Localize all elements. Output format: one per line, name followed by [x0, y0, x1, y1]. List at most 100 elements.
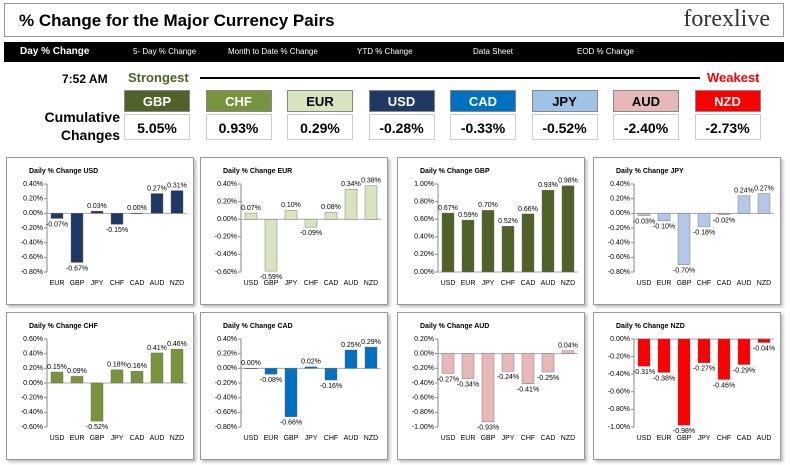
card-currency: USD [368, 90, 435, 112]
bar [481, 210, 495, 273]
y-tick-label: -0.80% [608, 406, 630, 413]
chart: Daily % Change EUR -0.60% -0.40% -0.20% 0.00… [215, 168, 381, 287]
data-label: 0.66% [518, 206, 538, 213]
y-tick-label: -0.20% [21, 225, 43, 232]
x-tick-label: GBP [264, 280, 279, 287]
card-change: -2.73% [694, 114, 761, 140]
x-tick-label: EUR [657, 280, 672, 287]
bar [541, 189, 555, 273]
x-tick-label: USD [637, 435, 652, 442]
data-label: 0.02% [301, 359, 321, 366]
data-label: -0.02% [713, 218, 735, 225]
bar [264, 368, 278, 375]
bar [90, 210, 104, 214]
x-tick-label: JPY [91, 280, 104, 287]
data-label: -0.27% [693, 366, 715, 373]
chart-title: Daily % Change USD [29, 168, 98, 175]
x-tick-label: CHF [697, 280, 711, 287]
x-tick-label: USD [244, 280, 259, 287]
bar [461, 353, 475, 379]
x-tick-label: EUR [50, 280, 65, 287]
chart: Daily % Change JPY -0.80% -0.60% -0.40% -0.2… [608, 168, 774, 287]
data-label: 0.31% [167, 182, 187, 189]
bar [170, 349, 184, 384]
bar [637, 338, 651, 367]
y-tick-label: 0.20% [23, 365, 43, 372]
bar [697, 338, 711, 363]
data-label: 0.46% [167, 341, 187, 348]
x-tick-label: USD [441, 280, 456, 287]
y-tick-label: -1.00% [412, 424, 434, 431]
data-label: 0.00% [127, 205, 147, 212]
bar [364, 185, 378, 220]
data-label: -0.46% [713, 382, 735, 389]
bar [657, 213, 671, 221]
y-tick-label: 1.00% [414, 181, 434, 188]
x-tick-label: AUD [150, 280, 165, 287]
tab[interactable]: 5- Day % Change [133, 47, 197, 56]
x-tick-label: CHF [110, 280, 124, 287]
x-tick-label: AUD [150, 435, 165, 442]
data-label: -0.18% [693, 229, 715, 236]
data-label: -0.10% [653, 224, 675, 231]
y-tick-label: 0.60% [414, 216, 434, 223]
chart-title: Daily % Change EUR [223, 168, 292, 175]
y-tick-label: -0.60% [21, 254, 43, 261]
logo[interactable]: forexlive [683, 6, 770, 32]
data-label: 0.27% [754, 185, 774, 192]
data-label: 0.38% [361, 178, 381, 185]
data-label: 0.41% [147, 345, 167, 352]
x-tick-label: CAD [737, 435, 752, 442]
data-label: -0.41% [517, 387, 539, 394]
data-label: 0.25% [341, 342, 361, 349]
x-tick-label: GBP [481, 435, 496, 442]
card-currency: CHF [205, 90, 272, 112]
bar [461, 219, 475, 273]
data-label: 0.07% [241, 205, 261, 212]
data-label: 0.70% [478, 202, 498, 209]
tab[interactable]: Month to Date % Change [228, 47, 318, 56]
chart: Daily % Change CAD -0.80% -0.60% -0.40% -0.2… [215, 323, 381, 442]
y-tick-label: -0.40% [608, 240, 630, 247]
y-tick-label: -0.80% [412, 409, 434, 416]
tab[interactable]: YTD % Change [357, 47, 413, 56]
chart: Daily % Change AUD -1.00% -0.80% -0.60% -0.4… [412, 323, 578, 442]
y-tick-label: 0.40% [23, 181, 43, 188]
data-label: 0.09% [67, 368, 87, 375]
bar [50, 371, 64, 384]
card-currency: CAD [450, 90, 516, 112]
x-tick-label: USD [244, 435, 259, 442]
x-tick-label: EUR [461, 280, 476, 287]
y-tick-label: 0.60% [23, 336, 43, 343]
data-label: -0.93% [477, 425, 499, 432]
data-label: -0.34% [457, 381, 479, 388]
bar [264, 219, 278, 272]
y-tick-label: -0.60% [21, 424, 43, 431]
bar [757, 193, 771, 214]
bar [677, 213, 691, 265]
chart-title: Daily % Change CAD [223, 323, 293, 330]
x-tick-label: GBP [284, 435, 299, 442]
data-label: -0.52% [86, 424, 108, 431]
data-label: -0.09% [300, 230, 322, 237]
bar [737, 195, 751, 214]
y-tick-label: 0.00% [217, 216, 237, 223]
data-label: -0.38% [653, 375, 675, 382]
y-tick-label: 0.00% [23, 380, 43, 387]
chart: Daily % Change USD -0.80% -0.60% -0.40% -0.2… [21, 168, 187, 287]
tab[interactable]: EOD % Change [577, 47, 634, 56]
chart-panel: Daily % Change NZD -1.00% -0.80% -0.60% -0.4… [593, 312, 781, 460]
chart-title: Daily % Change JPY [616, 168, 684, 175]
tab[interactable]: Data Sheet [473, 47, 514, 56]
tab[interactable]: Day % Change [20, 46, 90, 57]
y-tick-label: 0.20% [414, 251, 434, 258]
bar [90, 382, 104, 422]
y-tick-label: -0.40% [21, 240, 43, 247]
data-label: 0.15% [47, 364, 67, 371]
x-tick-label: JPY [698, 435, 711, 442]
data-label: 0.29% [361, 339, 381, 346]
x-tick-label: GBP [90, 435, 105, 442]
bar [110, 213, 124, 225]
data-label: -0.29% [733, 367, 755, 374]
x-tick-label: JPY [285, 280, 298, 287]
